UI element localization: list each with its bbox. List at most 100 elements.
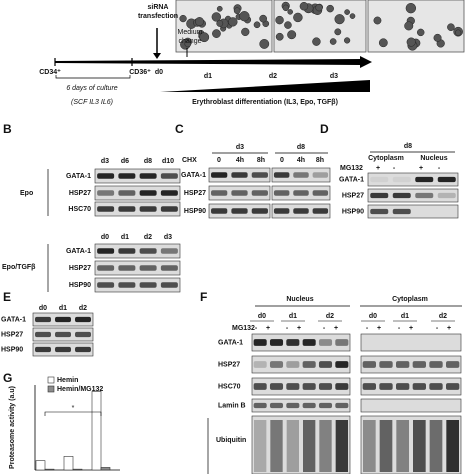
timeline-arrow [55, 56, 372, 68]
label: HSP90 [1, 346, 23, 353]
cell [373, 16, 382, 25]
blot [94, 277, 181, 293]
label: MG132 [340, 165, 363, 172]
arrowhead [153, 53, 161, 59]
significance-bracket [44, 411, 102, 416]
cell [404, 21, 414, 31]
smear [254, 420, 267, 472]
band [97, 282, 115, 288]
label: + [419, 165, 423, 172]
label: - [436, 325, 439, 332]
band [231, 190, 248, 196]
label: d0 [101, 234, 109, 241]
label: Cytoplasm [368, 155, 404, 162]
label: - [255, 325, 258, 332]
band [97, 206, 115, 212]
cell [212, 29, 221, 38]
blot [360, 377, 462, 396]
blot [360, 355, 462, 374]
band [160, 190, 178, 196]
band [269, 383, 284, 390]
band [335, 402, 349, 409]
band [302, 339, 316, 346]
band [273, 190, 290, 196]
label: d2 [79, 305, 87, 312]
cell [184, 40, 192, 48]
band [231, 208, 248, 214]
cell [299, 1, 309, 11]
band [97, 190, 115, 196]
cell [344, 37, 351, 44]
cell [199, 32, 210, 43]
label: d1 [59, 305, 67, 312]
cell [405, 2, 417, 14]
label: - [393, 165, 396, 172]
label: CD36⁺ [129, 69, 151, 76]
label: HSP90 [184, 208, 206, 215]
band [396, 383, 410, 390]
smear [446, 420, 459, 472]
cell [216, 5, 223, 12]
legend-swatch [47, 376, 55, 384]
band [318, 361, 333, 368]
cell [455, 29, 462, 36]
label: 8h [316, 157, 324, 164]
cell [433, 33, 442, 42]
cell [259, 14, 267, 23]
label: Medium [178, 29, 203, 36]
label: d3 [330, 73, 338, 80]
band [335, 361, 349, 368]
cell [329, 38, 337, 45]
label: d1 [204, 73, 212, 80]
band [392, 208, 411, 215]
label: GATA-1 [339, 176, 364, 183]
label: d8 [404, 143, 412, 150]
band [293, 208, 309, 214]
band [437, 176, 456, 183]
cell [378, 38, 388, 48]
band [396, 361, 410, 368]
brace [55, 75, 131, 79]
band [55, 331, 71, 338]
band [318, 339, 333, 346]
band [302, 383, 316, 390]
band [160, 265, 178, 271]
band [318, 383, 333, 390]
blot [360, 415, 462, 474]
cell [293, 12, 303, 23]
label: - [286, 325, 289, 332]
band [415, 176, 434, 183]
band [370, 176, 389, 183]
label: d2 [269, 73, 277, 80]
band [160, 248, 178, 254]
cell [282, 4, 290, 12]
label: d8 [144, 158, 152, 165]
label: d0 [155, 69, 163, 76]
label: change [179, 38, 202, 45]
band [293, 190, 309, 196]
band [211, 208, 228, 214]
label: HSP27 [342, 192, 364, 199]
label: d2 [439, 313, 447, 320]
band [429, 361, 443, 368]
legend-swatch [47, 385, 55, 393]
band [446, 383, 460, 390]
label: 6 days of culture [66, 85, 117, 92]
label: Epo [20, 190, 33, 197]
label: + [266, 325, 270, 332]
band [118, 265, 136, 271]
band [253, 339, 267, 346]
label: GATA-1 [1, 316, 26, 323]
band [302, 402, 316, 409]
band [273, 208, 290, 214]
band [251, 172, 268, 178]
band [118, 282, 136, 288]
band [75, 346, 91, 353]
label: 8h [257, 157, 265, 164]
label: 0 [217, 157, 221, 164]
label: - [438, 165, 441, 172]
band [335, 383, 349, 390]
label: 0 [280, 157, 284, 164]
cell [334, 14, 345, 25]
label: d2 [144, 234, 152, 241]
